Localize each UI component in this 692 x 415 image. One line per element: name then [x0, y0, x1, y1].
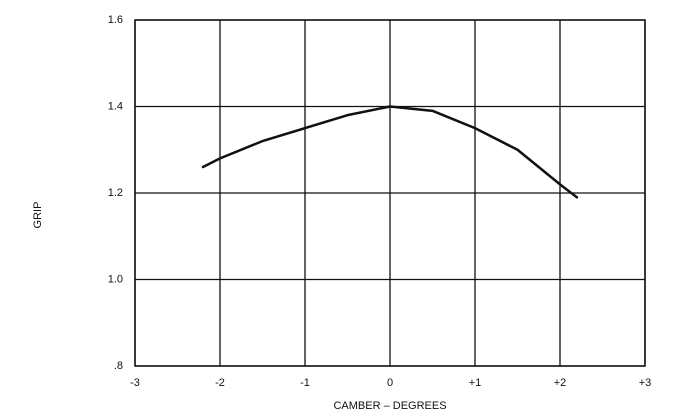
x-tick-label: -1: [300, 377, 310, 389]
x-tick-label: -3: [130, 377, 140, 389]
y-tick-label: .8: [114, 360, 123, 372]
x-tick-label: +3: [639, 377, 652, 389]
x-tick-label: +2: [554, 377, 567, 389]
y-tick-label: 1.6: [108, 14, 123, 26]
y-tick-label: 1.2: [108, 187, 123, 199]
x-axis-label: CAMBER – DEGREES: [333, 400, 446, 412]
x-tick-label: -2: [215, 377, 225, 389]
y-tick-label: 1.0: [108, 273, 123, 285]
x-tick-label: +1: [469, 377, 482, 389]
x-tick-label: 0: [387, 377, 393, 389]
y-axis-label: GRIP: [32, 202, 44, 229]
y-tick-label: 1.4: [108, 100, 123, 112]
data-line: [201, 105, 579, 199]
